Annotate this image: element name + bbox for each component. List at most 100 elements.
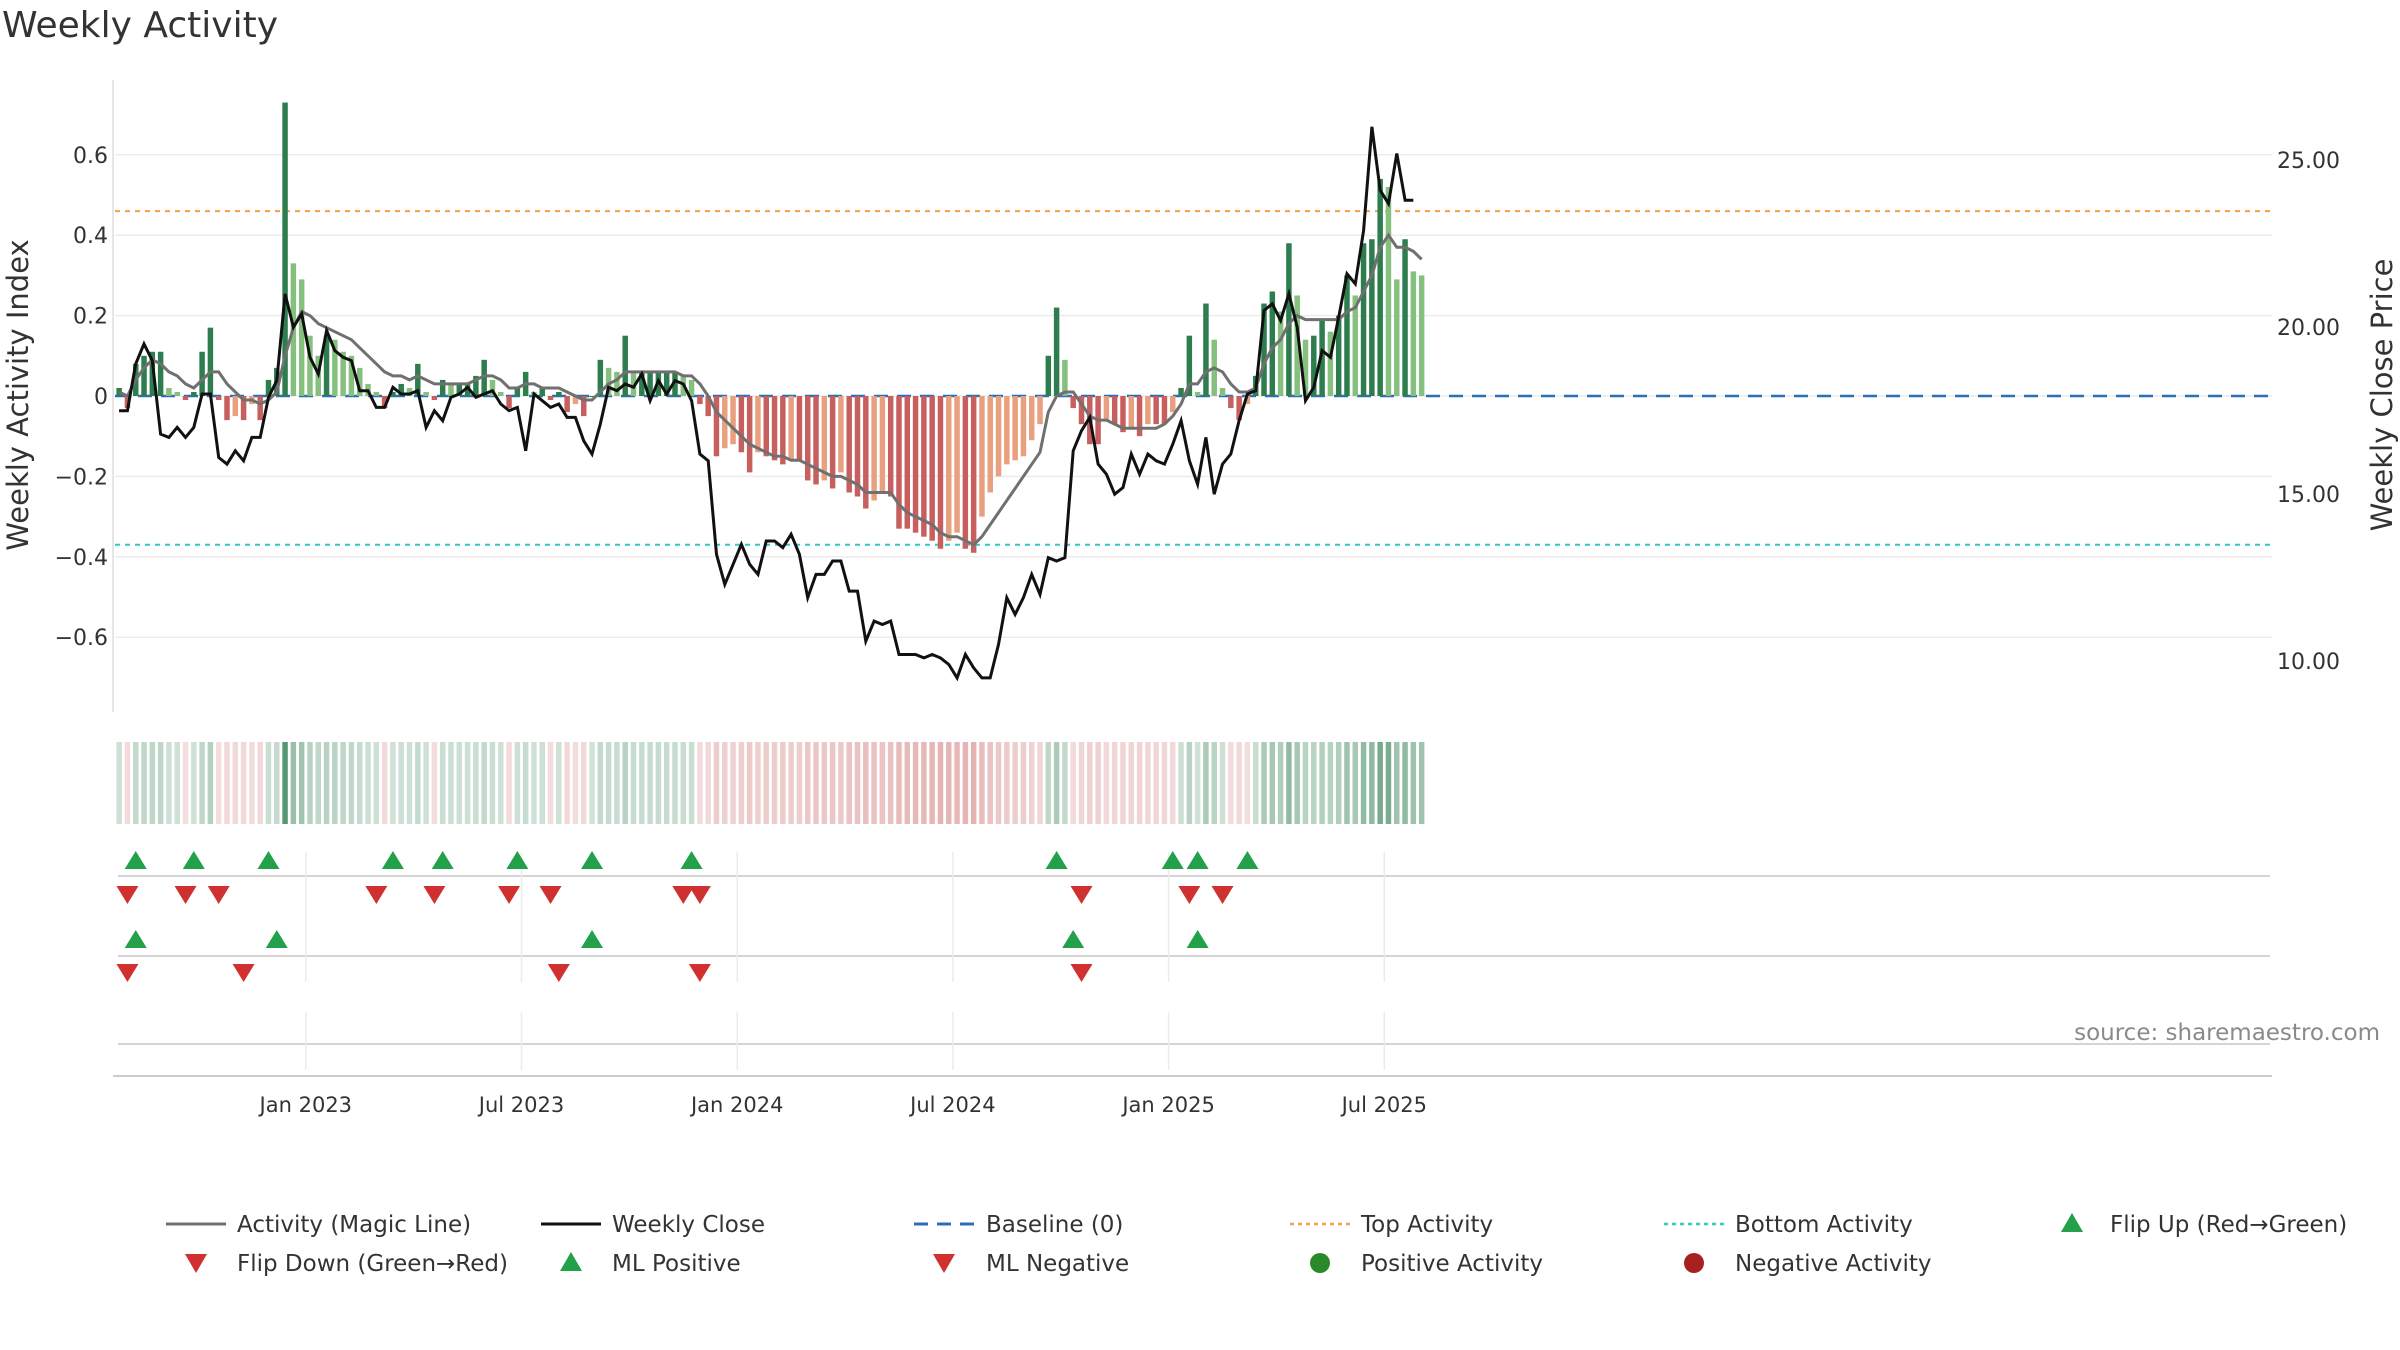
activity-bar (1128, 396, 1135, 429)
legend-label: Baseline (0) (986, 1212, 1123, 1238)
activity-bar (1302, 339, 1309, 396)
strip-cell (174, 742, 180, 824)
activity-bar (705, 396, 711, 417)
strip-cell (556, 742, 562, 824)
strip-cell (1161, 742, 1168, 824)
activity-bar (1012, 396, 1018, 461)
y-tick-label: −0.6 (55, 626, 108, 651)
strip-cell (448, 742, 454, 824)
weekly-close-line (119, 126, 1414, 682)
y-tick-label: −0.4 (55, 546, 108, 571)
strip-cell (879, 742, 886, 824)
strip-cell (307, 742, 313, 824)
strip-cell (539, 742, 545, 824)
x-tick-label: Jul 2025 (1340, 1093, 1427, 1117)
activity-bar (589, 396, 595, 397)
strip-cell (290, 742, 297, 824)
activity-bar (1070, 396, 1076, 409)
strip-cell (133, 742, 139, 824)
strip-cell (1037, 742, 1043, 824)
strip-cell (572, 742, 579, 824)
strip-cell (1004, 742, 1010, 824)
ml-positive-marker (265, 930, 288, 948)
y-tick-label: 0.6 (73, 144, 108, 169)
activity-bar (1170, 396, 1176, 413)
activity-bar (207, 327, 214, 396)
activity-bar (1385, 186, 1392, 396)
strip-cell (614, 742, 620, 824)
y2-tick-labels: 25.00 20.00 15.00 10.00 (2277, 149, 2340, 675)
strip-cell (1418, 742, 1425, 824)
strip-cell (298, 742, 305, 824)
positive-dot-icon (1310, 1253, 1330, 1273)
strip-cell (1120, 742, 1126, 824)
activity-bar (1377, 178, 1383, 396)
legend-label: Negative Activity (1735, 1251, 1932, 1277)
strip-cell (1286, 742, 1292, 824)
strip-cell (995, 742, 1002, 824)
flip-down-marker (423, 886, 446, 904)
activity-bar (946, 396, 952, 541)
ml-negative-marker (1070, 964, 1093, 982)
strip-cell (639, 742, 645, 824)
strip-cell (182, 742, 189, 824)
strip-cell (1145, 742, 1151, 824)
strip-cell (1070, 742, 1076, 824)
flip-down-marker (539, 886, 562, 904)
flip-up-marker (1161, 851, 1184, 869)
activity-bar (755, 396, 761, 453)
activity-bar (688, 379, 695, 396)
activity-bar (771, 396, 778, 461)
strip-cell (390, 742, 396, 824)
strip-cell (191, 742, 197, 824)
activity-bar (647, 371, 653, 396)
activity-bar (439, 379, 446, 396)
activity-bar (356, 367, 363, 396)
activity-bar (1103, 396, 1110, 421)
activity-bar (1369, 239, 1375, 396)
strip-cell (547, 742, 554, 824)
strip-cell (373, 742, 380, 824)
strip-cell (531, 742, 537, 824)
strip-cell (1410, 742, 1417, 824)
activity-bar (746, 396, 753, 473)
strip-cell (1186, 742, 1193, 824)
activity-bar (846, 396, 852, 493)
activity-bar (871, 396, 877, 501)
flip-up-marker (680, 851, 703, 869)
strip-cell (763, 742, 769, 824)
negative-dot-icon (1684, 1253, 1704, 1273)
strip-cell (946, 742, 952, 824)
ml-positive-icon (560, 1252, 582, 1271)
y2-tick-label: 25.00 (2277, 149, 2340, 174)
strip-cell (979, 742, 985, 824)
strip-cell (630, 742, 637, 824)
strip-cell (1294, 742, 1300, 824)
activity-bar (1327, 331, 1334, 396)
legend-label: Flip Down (Green→Red) (237, 1251, 508, 1277)
strip-cell (1277, 742, 1284, 824)
strip-cell (804, 742, 811, 824)
legend-label: Top Activity (1360, 1212, 1493, 1238)
activity-bar (539, 387, 545, 396)
legend-item-positive-activity: Positive Activity (1310, 1251, 1543, 1277)
strip-cell (1352, 742, 1359, 824)
strip-cell (473, 742, 479, 824)
activity-bar (580, 396, 587, 417)
activity-bar (987, 396, 993, 493)
strip-cell (215, 742, 222, 824)
strip-cell (1311, 742, 1317, 824)
activity-bar (622, 335, 628, 396)
strip-cell (1095, 742, 1101, 824)
activity-bar (1394, 279, 1400, 396)
legend-item-top-activity: Top Activity (1290, 1212, 1493, 1238)
y2-tick-label: 20.00 (2277, 316, 2340, 341)
flip-up-icon (2061, 1213, 2083, 1232)
activity-bar (406, 387, 413, 396)
activity-bar (390, 391, 396, 396)
strip-cell (514, 742, 521, 824)
strip-cell (1327, 742, 1334, 824)
activity-bar (498, 391, 504, 396)
activity-bar (191, 391, 197, 396)
strip-cell (788, 742, 794, 824)
